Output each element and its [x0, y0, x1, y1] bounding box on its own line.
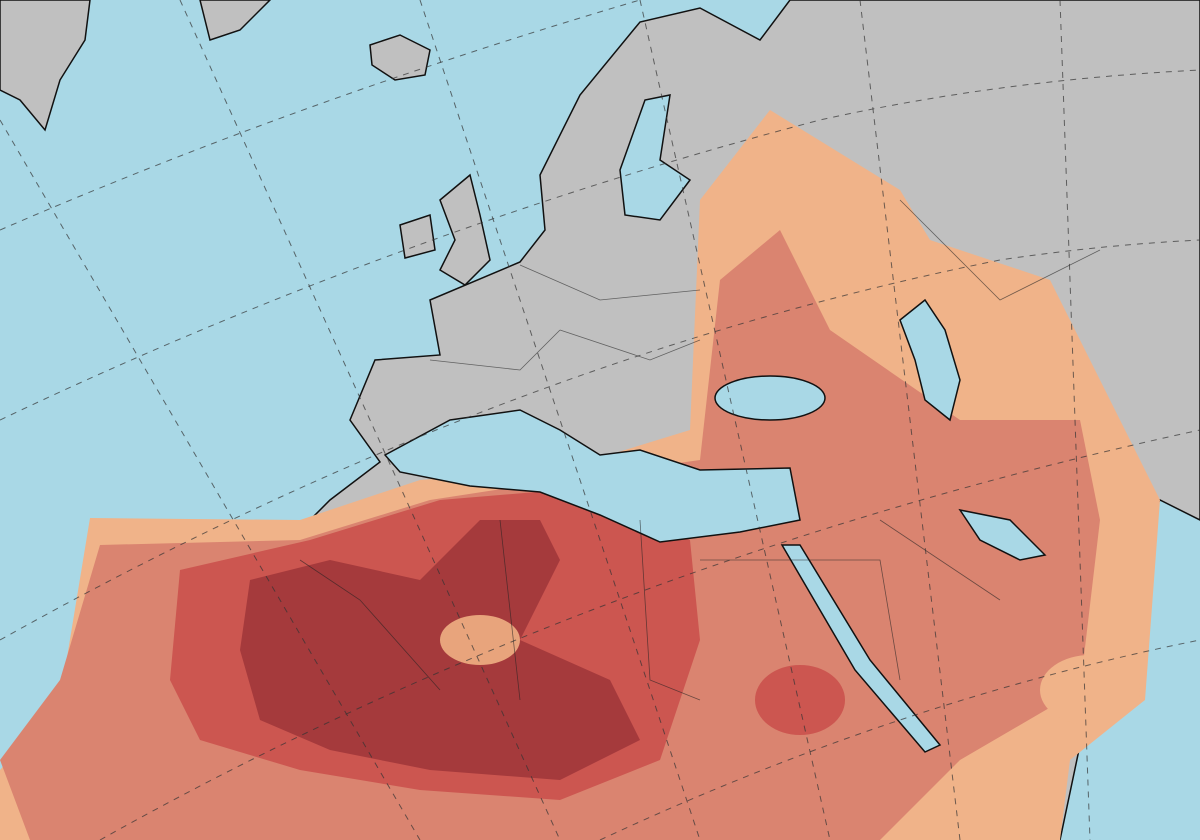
red-sea — [780, 544, 942, 753]
caspian-sea — [899, 298, 961, 422]
persian-gulf — [958, 508, 1047, 561]
dust-very-high — [240, 520, 640, 780]
dust — [0, 110, 1160, 840]
baltic-sea — [619, 94, 692, 221]
great-britain — [439, 173, 491, 286]
iceland — [369, 34, 431, 81]
greenland — [0, 0, 91, 132]
dust-patch — [440, 615, 520, 665]
mediterranean — [383, 409, 801, 543]
svalbard — [199, 0, 272, 41]
dust-patch — [1040, 655, 1140, 725]
ireland — [399, 214, 436, 259]
dust-patch — [755, 665, 845, 735]
black-sea — [714, 375, 826, 421]
borders — [299, 199, 1101, 701]
water — [383, 94, 1047, 753]
